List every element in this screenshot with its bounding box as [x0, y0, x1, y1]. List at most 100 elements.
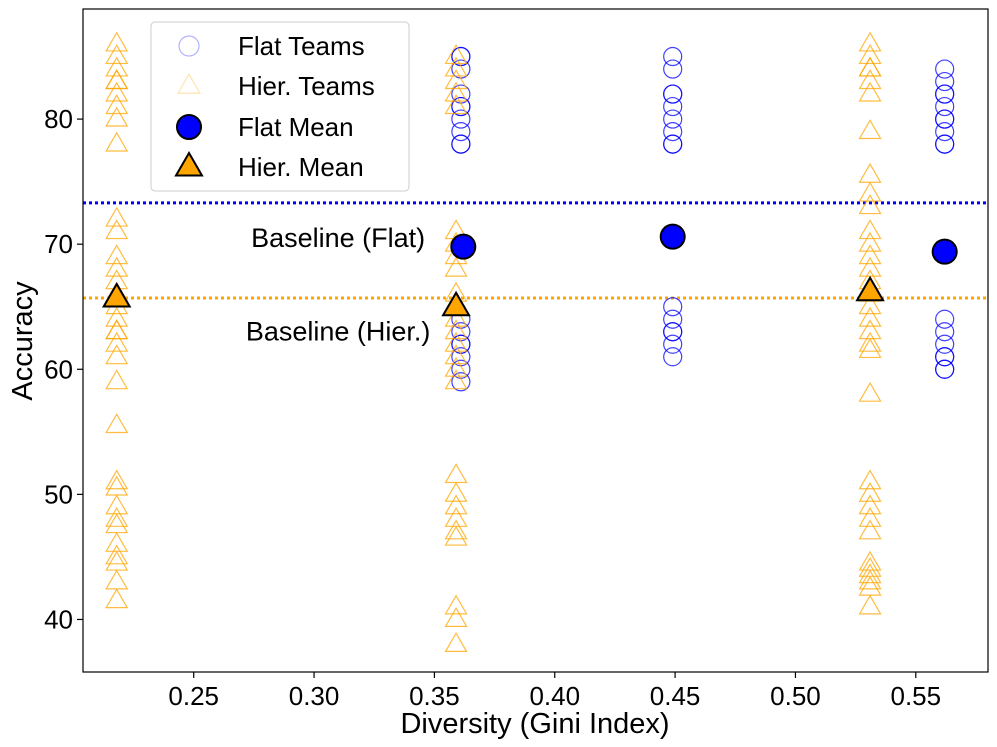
flat-team-point: [663, 309, 683, 329]
y-tick-label: 80: [44, 104, 73, 134]
flat-team-point: [451, 134, 471, 154]
flat-team-point: [663, 134, 683, 154]
hier-team-point: [858, 31, 882, 52]
flat-team-point: [663, 121, 683, 142]
hier-team-point: [105, 413, 129, 434]
x-tick-label: 0.50: [770, 681, 821, 711]
flat-team-point: [935, 359, 955, 379]
x-tick-label: 0.35: [409, 681, 460, 711]
annotation-baseline-flat: Baseline (Flat): [251, 223, 425, 253]
hier-team-point: [444, 319, 468, 340]
flat-mean-point: [659, 223, 686, 250]
flat-team-point: [451, 372, 471, 392]
legend-label-flat-mean: Flat Mean: [238, 112, 354, 142]
hier-team-point: [444, 606, 468, 627]
flat-team-point: [663, 322, 683, 342]
hier-team-point: [105, 306, 129, 327]
flat-team-point: [935, 121, 955, 142]
legend: Flat Teams Hier. Teams Flat Mean Hier. M…: [150, 21, 410, 192]
hier-team-point: [444, 56, 468, 77]
x-tick-label: 0.40: [529, 681, 580, 711]
hier-team-point: [444, 306, 468, 327]
hier-team-point: [444, 481, 468, 502]
hier-team-point: [105, 206, 129, 227]
legend-marker-flat-mean: [176, 114, 202, 140]
flat-team-point: [935, 59, 955, 79]
x-tick-label: 0.55: [890, 681, 941, 711]
y-tick-label: 70: [44, 229, 73, 259]
hier-team-point: [444, 69, 468, 90]
hier-team-point: [105, 44, 129, 65]
hier-team-point: [858, 594, 882, 615]
legend-label-hier-teams: Hier. Teams: [238, 71, 375, 101]
legend-marker-hier-mean: [174, 151, 204, 177]
hier-team-point: [858, 506, 882, 527]
flat-team-point: [663, 334, 683, 354]
hier-team-point: [858, 338, 882, 359]
hier-team-point: [858, 181, 882, 202]
flat-team-point: [935, 96, 955, 117]
flat-mean-point: [931, 238, 958, 265]
flat-team-point: [451, 109, 471, 129]
hier-mean-point: [441, 290, 471, 317]
annotation-baseline-hier: Baseline (Hier.): [246, 317, 431, 347]
hier-team-point: [105, 244, 129, 265]
hier-team-point: [444, 369, 468, 390]
x-axis-label: Diversity (Gini Index): [400, 708, 669, 740]
flat-team-point: [663, 109, 683, 129]
flat-mean-point: [450, 233, 477, 260]
hier-mean-point: [855, 275, 885, 302]
hier-team-point: [858, 494, 882, 515]
hier-team-point: [858, 469, 882, 490]
hier-team-point: [444, 44, 468, 65]
hier-team-point: [105, 588, 129, 609]
hier-team-point: [858, 569, 882, 590]
hier-team-point: [858, 194, 882, 215]
y-tick-label: 50: [44, 479, 73, 509]
hier-team-point: [444, 356, 468, 377]
flat-team-point: [663, 96, 683, 117]
hier-team-point: [105, 106, 129, 127]
hier-team-point: [105, 319, 129, 340]
flat-team-point: [935, 84, 955, 104]
flat-team-point: [935, 134, 955, 154]
hier-team-point: [444, 494, 468, 515]
hier-team-point: [858, 69, 882, 90]
hier-team-point: [444, 256, 468, 277]
legend-label-flat-teams: Flat Teams: [238, 31, 365, 61]
hier-team-point: [444, 632, 468, 652]
flat-team-point: [935, 322, 955, 342]
hier-team-point: [105, 331, 129, 352]
hier-team-point: [858, 119, 882, 140]
hier-mean-point: [101, 282, 132, 308]
hier-team-point: [105, 69, 129, 90]
x-tick-label: 0.45: [650, 681, 701, 711]
hier-team-point: [858, 44, 882, 65]
legend-box: [150, 21, 410, 192]
hier-team-point: [858, 81, 882, 102]
hier-team-point: [105, 31, 129, 52]
y-axis-label: Accuracy: [7, 281, 39, 401]
hier-team-point: [858, 294, 882, 315]
hier-team-point: [444, 594, 468, 615]
hier-team-point: [858, 56, 882, 77]
legend-marker-flat-teams: [178, 35, 200, 57]
legend-marker-hier-teams: [176, 72, 202, 94]
flat-team-point: [935, 309, 955, 329]
flat-team-point: [451, 96, 471, 117]
hier-team-point: [105, 131, 129, 152]
hier-team-point: [444, 344, 468, 365]
hier-team-point: [105, 94, 129, 115]
flat-team-point: [663, 59, 683, 79]
x-tick-label: 0.30: [289, 681, 340, 711]
flat-team-point: [935, 71, 955, 92]
flat-team-point: [935, 109, 955, 129]
flat-team-point: [663, 84, 683, 104]
hier-team-point: [858, 244, 882, 265]
hier-team-point: [858, 331, 882, 352]
flat-team-point: [663, 297, 683, 317]
hier-team-point: [105, 81, 129, 102]
hier-team-point: [105, 219, 129, 240]
